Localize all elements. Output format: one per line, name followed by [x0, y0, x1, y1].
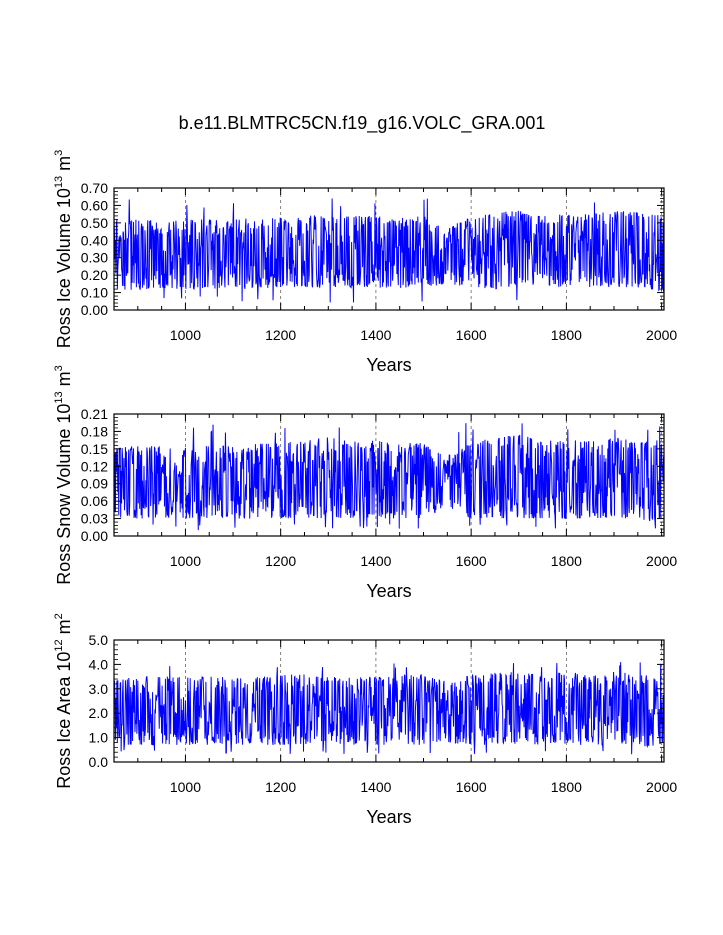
x-tick-label-1400: 1400 [360, 779, 391, 795]
x-tick-label-1400: 1400 [360, 553, 391, 569]
x-axis-label: Years [366, 581, 411, 601]
y-tick-label-0.09: 0.09 [81, 476, 108, 492]
x-tick-label-1000: 1000 [170, 327, 201, 343]
y-tick-label-0.30: 0.30 [81, 250, 108, 266]
x-tick-label-1800: 1800 [551, 779, 582, 795]
panel-2: 1000 1200 1400 1600 1800 2000 0.000.03 0.060.09… [53, 365, 677, 601]
plot-frame [113, 187, 665, 311]
plot-frame [113, 639, 665, 763]
plot-frame [113, 413, 665, 537]
x-tick-label-1800: 1800 [551, 327, 582, 343]
x-tick-label-1600: 1600 [456, 327, 487, 343]
x-tick-label-1800: 1800 [551, 553, 582, 569]
y-tick-label-5.0: 5.0 [89, 632, 109, 648]
y-tick-label-0.60: 0.60 [81, 197, 108, 213]
y-tick-label-3.0: 3.0 [89, 681, 109, 697]
y-tick-label-0.00: 0.00 [81, 528, 108, 544]
y-tick-label-0.00: 0.00 [81, 302, 108, 318]
y-axis-label: Ross Ice Area 1012 m2 [53, 613, 74, 788]
y-tick-label-0.50: 0.50 [81, 215, 108, 231]
x-tick-label-1000: 1000 [170, 779, 201, 795]
y-tick-label-0.0: 0.0 [89, 754, 109, 770]
series-line-1 [113, 662, 665, 755]
y-tick-label-0.15: 0.15 [81, 441, 108, 457]
y-axis-label: Ross Snow Volume 1013 m3 [53, 365, 74, 584]
series-line-1 [113, 423, 665, 531]
y-tick-label-0.10: 0.10 [81, 285, 108, 301]
y-tick-label-0.70: 0.70 [81, 180, 108, 196]
y-tick-label-0.21: 0.21 [81, 406, 108, 422]
panel-1: 1000 1200 1400 1600 1800 2000 0.000.10 0.200.30… [53, 150, 677, 375]
y-axis-label: Ross Ice Volume 1013 m3 [53, 150, 74, 348]
x-tick-label-1200: 1200 [265, 553, 296, 569]
chart-title: b.e11.BLMTRC5CN.f19_g16.VOLC_GRA.001 [179, 113, 546, 134]
y-tick-label-0.06: 0.06 [81, 493, 108, 509]
x-tick-label-1200: 1200 [265, 779, 296, 795]
x-tick-label-2000: 2000 [646, 327, 677, 343]
y-tick-label-0.20: 0.20 [81, 267, 108, 283]
x-tick-label-1400: 1400 [360, 327, 391, 343]
x-tick-label-1200: 1200 [265, 327, 296, 343]
y-tick-label-1.0: 1.0 [89, 730, 109, 746]
x-axis-label: Years [366, 807, 411, 827]
y-tick-label-0.03: 0.03 [81, 511, 108, 527]
series-line-1 [113, 198, 665, 303]
x-tick-label-1000: 1000 [170, 553, 201, 569]
y-tick-label-0.40: 0.40 [81, 232, 108, 248]
x-tick-label-2000: 2000 [646, 779, 677, 795]
x-tick-label-1600: 1600 [456, 553, 487, 569]
y-tick-label-2.0: 2.0 [89, 705, 109, 721]
x-tick-label-1600: 1600 [456, 779, 487, 795]
y-tick-label-0.12: 0.12 [81, 458, 108, 474]
x-axis-label: Years [366, 355, 411, 375]
y-tick-label-0.18: 0.18 [81, 423, 108, 439]
y-tick-label-4.0: 4.0 [89, 656, 109, 672]
panel-3: 1000 1200 1400 1600 1800 2000 0.0 1.0 2.0 3.0 4.0 5… [53, 613, 677, 827]
x-tick-label-2000: 2000 [646, 553, 677, 569]
